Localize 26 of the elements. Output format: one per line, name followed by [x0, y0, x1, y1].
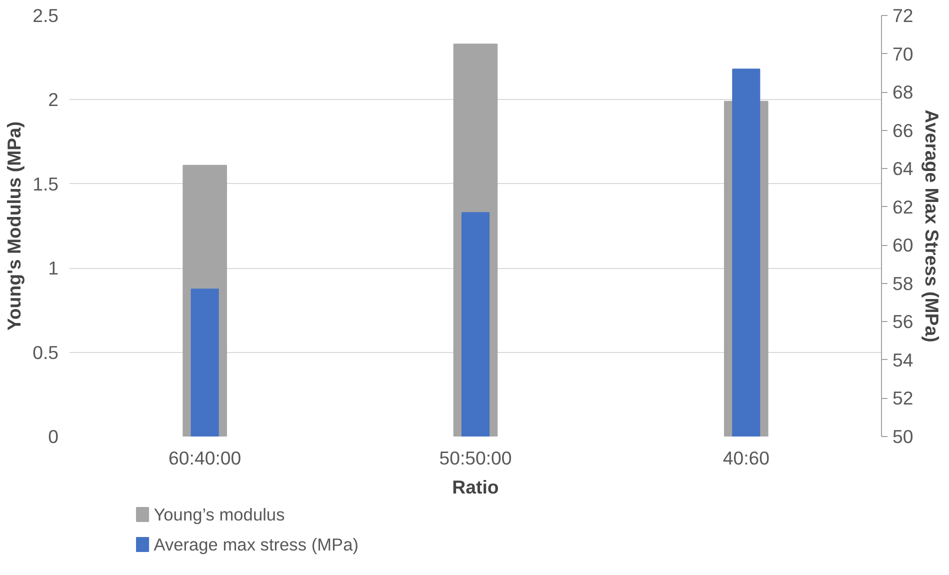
y2-axis-title: Average Max Stress (MPa): [921, 110, 942, 342]
legend-label: Young’s modulus: [154, 504, 286, 524]
legend-label: Average max stress (MPa): [154, 534, 359, 554]
y2-tick-label: 56: [892, 311, 914, 332]
y2-tick-label: 52: [892, 388, 914, 409]
y2-tick-label: 58: [892, 272, 914, 294]
y2-tick-label: 54: [892, 349, 914, 370]
y2-tick-label: 68: [892, 82, 914, 103]
y2-tick-label: 66: [892, 120, 914, 141]
y2-tick-label: 62: [892, 196, 914, 218]
x-axis-title: Ratio: [452, 476, 499, 498]
x-tick-label: 50:50:00: [439, 448, 512, 468]
y-tick-label: 0: [48, 426, 59, 447]
y-tick-label: 1.5: [32, 173, 59, 194]
y-tick-label: 0.5: [32, 342, 59, 363]
y-tick-label: 2.5: [32, 5, 59, 26]
y2-tick-label: 72: [892, 5, 914, 26]
x-tick-label: 40:60: [722, 448, 770, 468]
y-axis-title: Young's Modulus (MPa): [4, 121, 25, 331]
y2-tick-label: 50: [892, 426, 914, 447]
y2-tick-label: 60: [892, 234, 914, 256]
y2-tick-label: 70: [892, 43, 914, 64]
y-tick-label: 1: [48, 258, 59, 279]
y-tick-label: 2: [48, 89, 59, 110]
x-tick-label: 60:40:00: [168, 448, 242, 468]
y2-tick-label: 64: [892, 158, 914, 180]
